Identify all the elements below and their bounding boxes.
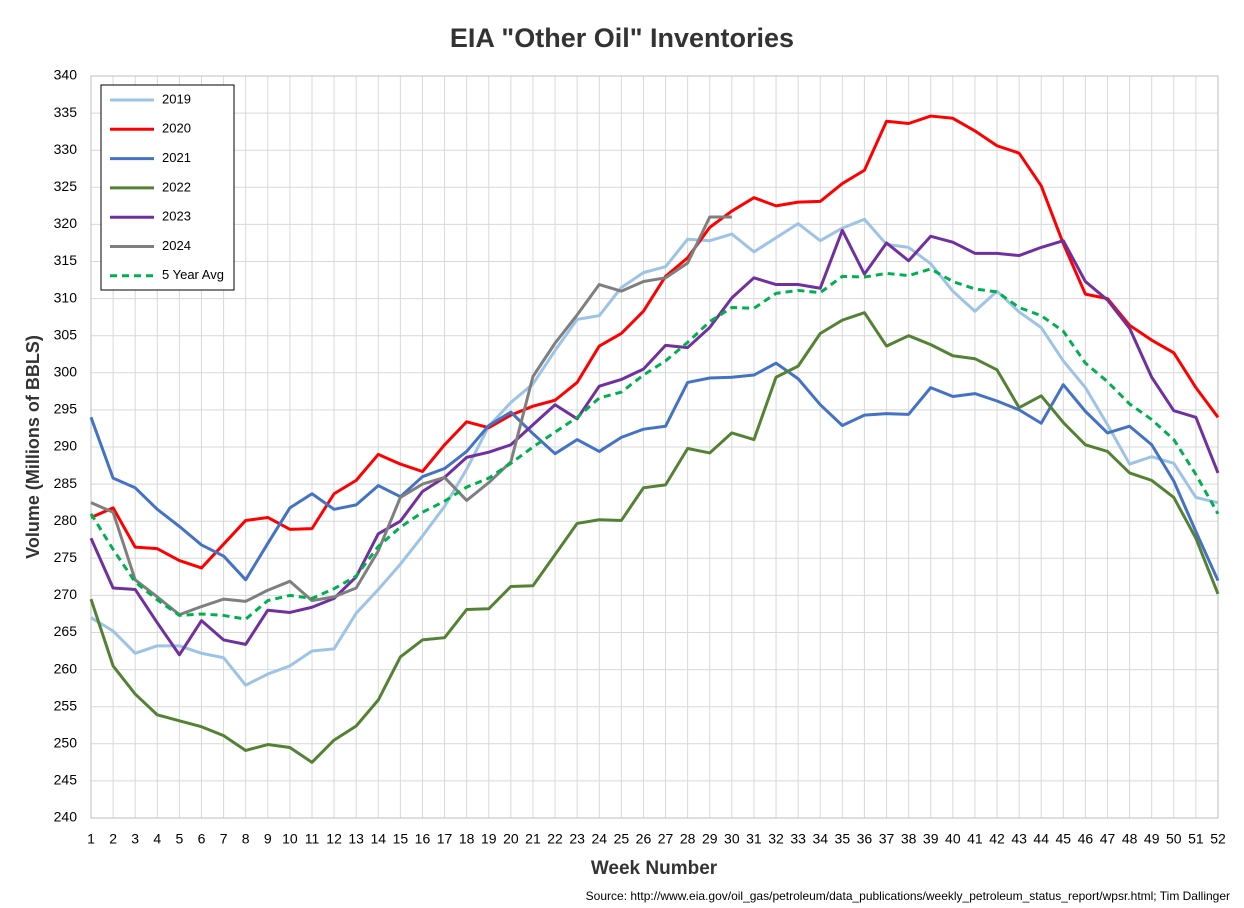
y-tick-label: 250 bbox=[54, 735, 78, 751]
x-tick-label: 30 bbox=[724, 831, 740, 847]
x-tick-label: 31 bbox=[746, 831, 762, 847]
x-tick-label: 17 bbox=[437, 831, 453, 847]
y-tick-label: 240 bbox=[54, 809, 78, 825]
y-axis-label: Volume (Millions of BBLS) bbox=[23, 335, 43, 559]
source-note: Source: http://www.eia.gov/oil_gas/petro… bbox=[586, 889, 1230, 903]
x-tick-label: 25 bbox=[614, 831, 630, 847]
x-tick-label: 1 bbox=[87, 831, 95, 847]
y-tick-label: 340 bbox=[54, 67, 78, 83]
y-tick-label: 265 bbox=[54, 623, 78, 639]
y-tick-label: 305 bbox=[54, 326, 78, 342]
legend-label: 2019 bbox=[162, 91, 191, 106]
x-tick-label: 37 bbox=[879, 831, 895, 847]
x-tick-label: 10 bbox=[282, 831, 298, 847]
series-line bbox=[90, 217, 1219, 687]
y-tick-label: 310 bbox=[54, 289, 78, 305]
legend-label: 2024 bbox=[162, 238, 191, 253]
x-tick-label: 33 bbox=[790, 831, 806, 847]
x-tick-label: 39 bbox=[923, 831, 939, 847]
x-tick-label: 40 bbox=[945, 831, 961, 847]
x-tick-label: 43 bbox=[1011, 831, 1027, 847]
x-tick-label: 49 bbox=[1144, 831, 1160, 847]
legend-label: 2023 bbox=[162, 209, 191, 224]
x-tick-label: 42 bbox=[989, 831, 1005, 847]
legend: 2019 2020 2021 2022 2023 2024 5 Year Avg bbox=[100, 84, 235, 291]
x-tick-label: 4 bbox=[153, 831, 161, 847]
legend-label: 2022 bbox=[162, 179, 191, 194]
x-tick-label: 44 bbox=[1033, 831, 1049, 847]
plot-border bbox=[90, 75, 1219, 819]
y-tick-label: 325 bbox=[54, 178, 78, 194]
series-line bbox=[90, 215, 732, 617]
x-tick-label: 5 bbox=[175, 831, 183, 847]
x-tick-label: 16 bbox=[415, 831, 431, 847]
x-tick-label: 45 bbox=[1056, 831, 1072, 847]
x-tick-label: 12 bbox=[326, 831, 342, 847]
y-tick-label: 270 bbox=[54, 586, 78, 602]
x-tick-label: 41 bbox=[967, 831, 983, 847]
y-tick-label: 295 bbox=[54, 401, 78, 417]
x-tick-label: 34 bbox=[812, 831, 828, 847]
x-tick-label: 52 bbox=[1210, 831, 1226, 847]
x-tick-label: 47 bbox=[1100, 831, 1116, 847]
series-line bbox=[89, 311, 1220, 764]
legend-label: 2021 bbox=[162, 150, 191, 165]
y-tick-label: 320 bbox=[54, 215, 78, 231]
x-tick-label: 38 bbox=[901, 831, 917, 847]
y-tick-label: 255 bbox=[54, 697, 78, 713]
x-axis-label: Week Number bbox=[591, 858, 718, 879]
y-tick-label: 330 bbox=[54, 141, 78, 157]
x-tick-label: 24 bbox=[591, 831, 607, 847]
y-tick-label: 280 bbox=[54, 512, 78, 528]
x-tick-label: 26 bbox=[636, 831, 652, 847]
chart-title: EIA "Other Oil" Inventories bbox=[450, 23, 794, 53]
x-tick-label: 11 bbox=[305, 831, 320, 847]
y-tick-label: 285 bbox=[54, 475, 78, 491]
series-line bbox=[89, 228, 1220, 657]
x-tick-label: 32 bbox=[768, 831, 784, 847]
x-tick-label: 2 bbox=[109, 831, 117, 847]
legend-label: 2020 bbox=[162, 121, 191, 136]
y-tick-label: 275 bbox=[54, 549, 78, 565]
x-tick-label: 48 bbox=[1122, 831, 1138, 847]
x-tick-label: 8 bbox=[242, 831, 250, 847]
x-tick-label: 15 bbox=[393, 831, 409, 847]
x-tick-label: 35 bbox=[835, 831, 851, 847]
y-tick-label: 300 bbox=[54, 364, 78, 380]
y-tick-label: 315 bbox=[54, 252, 78, 268]
x-tick-label: 14 bbox=[370, 831, 386, 847]
x-tick-label: 18 bbox=[459, 831, 475, 847]
x-tick-label: 3 bbox=[131, 831, 139, 847]
x-tick-label: 20 bbox=[503, 831, 519, 847]
legend-label: 5 Year Avg bbox=[162, 267, 224, 282]
x-tick-label: 22 bbox=[547, 831, 563, 847]
x-tick-label: 27 bbox=[658, 831, 674, 847]
x-tick-label: 51 bbox=[1188, 831, 1204, 847]
y-tick-label: 290 bbox=[54, 438, 78, 454]
x-tick-label: 21 bbox=[525, 831, 541, 847]
y-tick-label: 245 bbox=[54, 772, 78, 788]
x-tick-label: 36 bbox=[857, 831, 873, 847]
x-tick-label: 9 bbox=[264, 831, 272, 847]
series-line bbox=[89, 267, 1220, 621]
x-tick-label: 46 bbox=[1078, 831, 1094, 847]
series-line bbox=[89, 361, 1220, 582]
y-tick-label: 260 bbox=[54, 660, 78, 676]
y-tick-label: 335 bbox=[54, 104, 78, 120]
x-tick-label: 28 bbox=[680, 831, 696, 847]
x-tick-label: 19 bbox=[481, 831, 497, 847]
x-tick-label: 23 bbox=[569, 831, 585, 847]
x-tick-label: 6 bbox=[198, 831, 206, 847]
x-tick-label: 50 bbox=[1166, 831, 1182, 847]
x-tick-label: 7 bbox=[220, 831, 228, 847]
x-tick-label: 29 bbox=[702, 831, 718, 847]
x-tick-label: 13 bbox=[348, 831, 364, 847]
